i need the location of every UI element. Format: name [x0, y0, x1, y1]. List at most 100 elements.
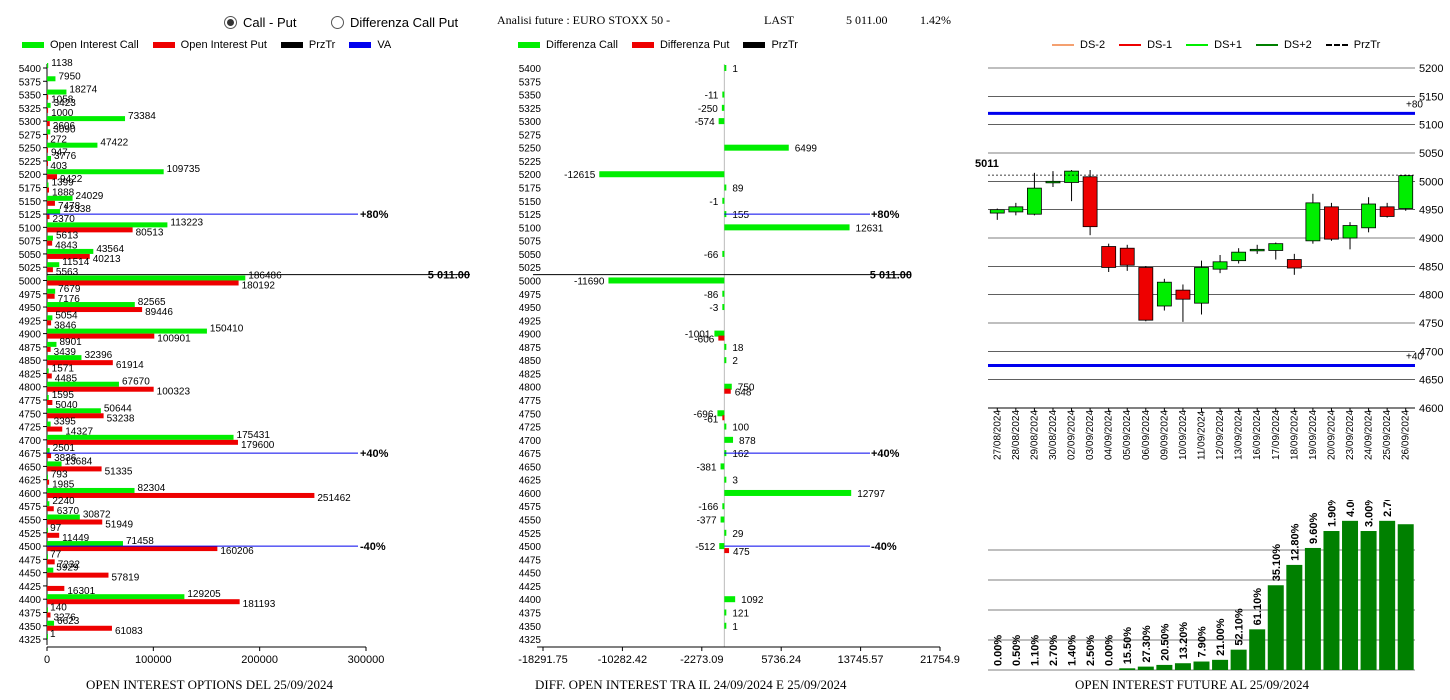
put-bar — [47, 373, 52, 379]
strike-label: 4550 — [519, 516, 542, 527]
candle-body — [1361, 203, 1376, 229]
put-bar — [47, 320, 52, 326]
call-bar — [47, 567, 54, 573]
put-value-label: 51949 — [105, 520, 133, 531]
strike-label: 4925 — [19, 316, 42, 327]
diff-call-bar — [719, 543, 725, 550]
level-label: -40% — [360, 541, 386, 553]
legend-label: DS+2 — [1283, 39, 1312, 51]
diff-call-bar — [718, 118, 725, 125]
oi-percent-label: 12.80% — [1289, 523, 1301, 561]
call-value-label: 82565 — [138, 297, 166, 308]
date-label: 09/09/2024 — [1159, 410, 1170, 460]
diff-call-bar — [714, 330, 725, 337]
call-bar — [47, 89, 67, 95]
strike-label: 5375 — [19, 77, 42, 88]
strike-label: 4600 — [519, 489, 542, 500]
oi-percent-label: 27.30% — [1141, 625, 1153, 663]
y-tick-label: 5000 — [1419, 176, 1443, 188]
candle-body — [1119, 247, 1135, 266]
x-tick-label: 200000 — [241, 654, 278, 666]
right-legend-item: PrzTr — [1325, 39, 1381, 51]
right-legend-item: DS-2 — [1052, 39, 1105, 51]
strike-label: 5250 — [519, 144, 542, 155]
call-value-label: 32396 — [84, 350, 112, 361]
put-value-label: 3439 — [54, 347, 77, 358]
oi-bar — [1230, 649, 1247, 670]
call-bar — [47, 209, 61, 215]
call-value-label: 109735 — [167, 164, 201, 175]
diff-call-bar — [599, 171, 725, 178]
diff-call-bar — [724, 343, 727, 350]
diff-value-label: -66 — [704, 250, 719, 261]
call-value-label: 186486 — [248, 270, 282, 281]
call-bar — [47, 355, 82, 361]
diff-call-bar — [722, 197, 725, 204]
diff-call-bar — [722, 290, 725, 297]
oi-bar — [1174, 663, 1191, 670]
radio-selected-icon[interactable] — [224, 16, 237, 29]
right-legend-item: DS+2 — [1255, 39, 1312, 51]
x-tick-label: 13745.57 — [838, 654, 884, 666]
y-tick-label: 4850 — [1419, 261, 1443, 273]
radio-unselected-icon[interactable] — [331, 16, 344, 29]
oi-percent-label: 1.40% — [1067, 635, 1079, 666]
strike-label: 4500 — [19, 542, 42, 553]
legend-right: DS-2 DS-1 DS+1 DS+2 PrzTr — [1052, 39, 1380, 51]
radio-call-put[interactable]: Call - Put — [224, 15, 296, 30]
legend-label: Differenza Call — [546, 39, 618, 51]
call-value-label: 82304 — [138, 483, 166, 494]
diff-call-bar — [724, 65, 727, 71]
diff-value-label: -1 — [709, 197, 718, 208]
strike-label: 4850 — [19, 356, 42, 367]
strike-label: 5325 — [519, 104, 542, 115]
call-value-label: 129205 — [187, 589, 221, 600]
strike-label: 4625 — [519, 476, 542, 487]
date-label: 05/09/2024 — [1122, 410, 1133, 460]
strike-label: 4350 — [519, 622, 542, 633]
strike-label: 4925 — [519, 316, 542, 327]
strike-label: 4625 — [19, 476, 42, 487]
left-legend-item: PrzTr — [280, 39, 335, 51]
legend-label: PrzTr — [1353, 39, 1381, 51]
y-tick-label: 4750 — [1419, 318, 1443, 330]
strike-label: 4775 — [519, 396, 542, 407]
strike-label: 5100 — [519, 223, 542, 234]
strike-label: 5400 — [19, 64, 42, 75]
y-tick-label: 5200 — [1419, 63, 1443, 75]
left-legend-item: VA — [349, 39, 391, 51]
put-value-label: 180192 — [242, 280, 276, 291]
put-value-label: 4843 — [55, 241, 78, 252]
strike-label: 5400 — [519, 64, 542, 75]
diff-call-bar — [724, 476, 727, 483]
chart-open-interest-options: 0 100000 200000 300000 5400 1138 5375 7950 5350 1… — [19, 58, 470, 666]
call-bar — [47, 395, 49, 400]
legend-swatch-icon — [22, 42, 44, 48]
diff-call-bar — [724, 436, 734, 443]
strike-label: 5350 — [19, 91, 42, 102]
strike-label: 4425 — [19, 582, 42, 593]
date-label: 13/09/2024 — [1234, 410, 1245, 460]
put-value-label: 61083 — [115, 626, 143, 637]
strike-label: 5350 — [519, 91, 542, 102]
call-bar — [47, 222, 168, 228]
put-value-label: 51335 — [105, 466, 133, 477]
put-bar — [47, 413, 104, 419]
put-bar — [47, 612, 51, 618]
strike-label: 4425 — [519, 582, 542, 593]
put-value-label: 2370 — [53, 214, 76, 225]
diff-call-bar — [724, 489, 852, 496]
call-value-label: 1399 — [51, 178, 74, 189]
oi-percent-label: 2.70% — [1048, 635, 1060, 666]
legend-left: Open Interest Call Open Interest Put PrzTr… — [22, 39, 391, 51]
left-legend-item: Open Interest Put — [152, 39, 267, 51]
middle-legend-item: Differenza Call — [518, 39, 618, 51]
put-value-label: 80513 — [136, 227, 164, 238]
radio-differenza[interactable]: Differenza Call Put — [331, 15, 458, 30]
put-bar — [47, 293, 55, 299]
diff-value-label: 12797 — [857, 489, 885, 500]
put-bar — [47, 400, 53, 405]
legend-label: Open Interest Call — [50, 39, 139, 51]
call-value-label: 47422 — [100, 138, 128, 149]
diff-value-label: -11690 — [574, 276, 605, 287]
